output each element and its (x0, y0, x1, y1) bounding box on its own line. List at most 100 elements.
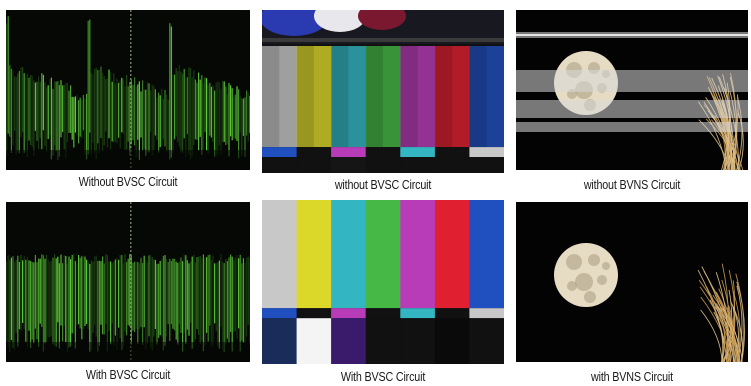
waveform-trace (110, 72, 112, 150)
waveform-trace (246, 257, 248, 337)
moon-crater (567, 281, 577, 291)
pluge-block (262, 318, 298, 364)
center-marker (130, 34, 132, 36)
pluge-block (331, 318, 367, 364)
waveform-trace (214, 263, 216, 324)
waveform-trace (54, 254, 56, 346)
waveform-trace (217, 262, 219, 347)
center-marker (130, 314, 132, 316)
center-marker (130, 142, 132, 144)
waveform-trace (33, 262, 35, 344)
center-marker (130, 306, 132, 308)
noise-band (516, 122, 748, 132)
grass-strand (736, 285, 743, 362)
grass-strand (711, 116, 739, 170)
waveform-trace (12, 256, 14, 348)
waveform-floor (6, 342, 250, 362)
center-marker (130, 62, 132, 64)
waveform-trace (210, 259, 212, 347)
waveform-without-bvsc (6, 10, 250, 170)
waveform-trace (15, 76, 17, 155)
pluge-block (262, 157, 298, 173)
waveform-trace (236, 86, 238, 141)
waveform-trace (153, 85, 155, 151)
grass-strand (715, 291, 738, 362)
waveform-trace (175, 67, 177, 137)
waveform-trace (71, 254, 73, 334)
waveform-trace (94, 69, 96, 153)
center-marker (130, 86, 132, 88)
waveform-trace (76, 263, 78, 326)
waveform-trace (231, 256, 233, 352)
waveform-trace (84, 98, 86, 155)
waveform-trace (94, 256, 96, 325)
night-sky (516, 202, 748, 362)
waveform-trace (134, 261, 136, 333)
moon-crater (588, 254, 600, 266)
reverse-bar (331, 147, 367, 158)
waveform-trace (223, 81, 225, 142)
waveform-with-bvsc (6, 202, 250, 362)
moon-image (516, 10, 748, 170)
waveform-trace (130, 79, 132, 145)
moon-with-bvns (516, 202, 748, 362)
waveform-trace (121, 77, 123, 133)
waveform-trace (124, 86, 126, 150)
waveform-trace (146, 82, 148, 153)
reverse-bar (331, 308, 367, 319)
waveform-trace (106, 255, 108, 352)
waveform-trace (33, 80, 35, 156)
waveform-trace (102, 256, 104, 335)
waveform-trace (148, 255, 150, 337)
waveform-trace (182, 73, 184, 153)
waveform-trace (52, 257, 54, 345)
waveform-trace (190, 261, 192, 323)
waveform-trace (26, 74, 28, 158)
center-marker (130, 202, 132, 204)
waveform-trace (9, 65, 11, 137)
waveform-trace (97, 261, 99, 352)
center-marker (130, 42, 132, 44)
waveform-trace (20, 255, 22, 331)
waveform-trace (182, 261, 184, 352)
waveform-trace (68, 90, 70, 133)
waveform-trace (63, 255, 65, 326)
center-marker (130, 90, 132, 92)
waveform-trace (25, 77, 27, 141)
color-bar (400, 200, 436, 309)
waveform-trace (30, 260, 32, 348)
waveform-trace (34, 82, 36, 131)
center-marker (130, 118, 132, 120)
waveform-trace (178, 261, 180, 325)
bar-shading (331, 46, 349, 148)
waveform-trace (228, 83, 230, 157)
center-marker (130, 210, 132, 212)
waveform-trace (148, 83, 150, 153)
waveform-trace (12, 70, 14, 146)
waveform-trace (170, 26, 172, 158)
bar-shading (434, 46, 453, 148)
waveform-trace (42, 255, 44, 352)
color-bars-image (262, 10, 504, 173)
waveform-trace (159, 261, 161, 336)
center-marker (130, 298, 132, 300)
waveform-trace (81, 256, 83, 340)
center-marker (130, 222, 132, 224)
waveform-trace (31, 75, 33, 147)
waveform-trace (220, 88, 222, 155)
center-marker (130, 70, 132, 72)
waveform-trace (180, 71, 182, 153)
waveform-trace (183, 68, 185, 139)
waveform-trace (156, 97, 158, 140)
colorbars-without-bvsc (262, 10, 504, 173)
waveform-trace (87, 262, 89, 329)
center-marker (130, 250, 132, 252)
waveform-trace (47, 259, 49, 338)
center-marker (130, 334, 132, 336)
waveform-trace (114, 83, 116, 142)
grass-strand (729, 300, 744, 362)
waveform-trace (164, 255, 166, 346)
center-marker (130, 102, 132, 104)
reverse-bar (469, 147, 504, 158)
center-marker (130, 58, 132, 60)
